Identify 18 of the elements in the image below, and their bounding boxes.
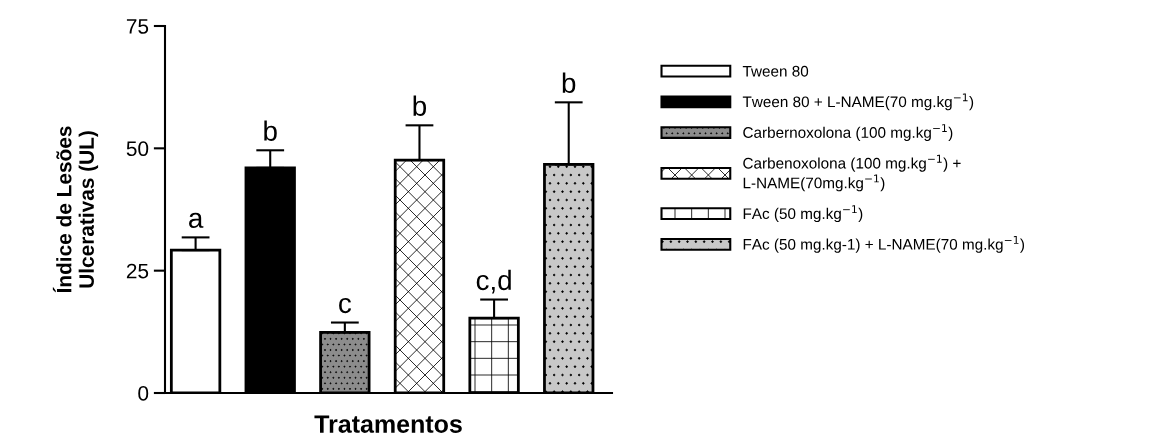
legend-label: Tween 80 + L-NAME(70 mg.kg$^{−1}$) [742,93,974,111]
data-label: c [339,297,352,314]
y-tick-label: 25 [126,263,149,279]
legend-label: FAc (50 mg.kg-1) + L-NAME(70 mg.kg$^{−1}$) [743,235,1025,253]
x-axis-title: Tratamentos [314,415,462,433]
legend-label: Carbernoxolona (100 mg.kg$^{−1}$) [743,124,953,141]
data-label: b [264,120,277,141]
text: Carbenoxolona (100 mg.kg$^{−1}$) + L-NAME(70mg.kg$^{−1}$) [743,154,961,192]
data-label: b [413,95,427,116]
y-axis-title: Índice de Lesões Ulcerativas (UL) [52,126,99,293]
y-tick-label: 75 [126,19,149,34]
data-label: a [189,212,204,228]
y-tick-label: 0 [138,386,149,401]
y-tick-label: 50 [126,141,149,157]
legend-label: Tween 80 [742,65,809,77]
data-label: b [562,72,576,93]
legend-label: FAc (50 mg.kg$^{−1}$) [743,205,863,223]
data-label: c,d [476,269,511,294]
